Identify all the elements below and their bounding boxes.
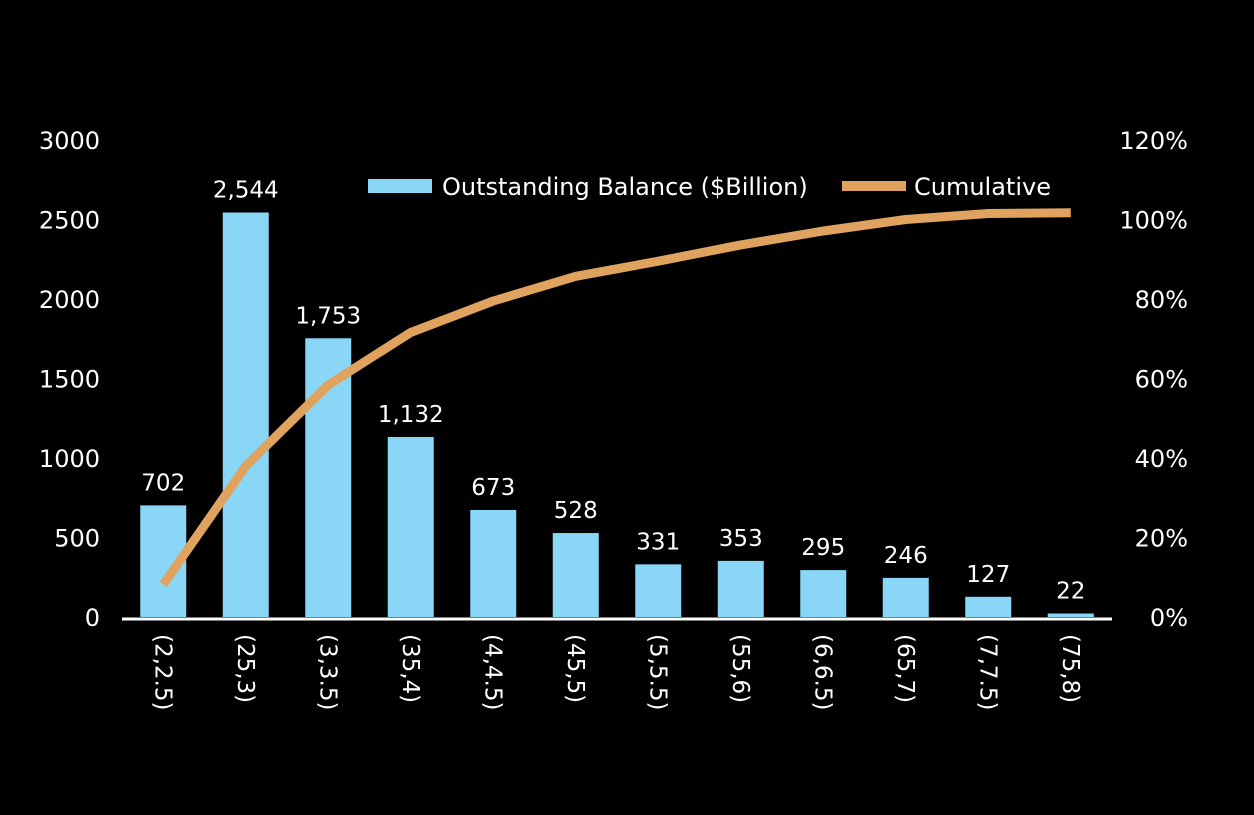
bar-data-label: 702: [141, 470, 185, 496]
legend-swatch-cumulative: [842, 181, 906, 191]
bar-data-label: 673: [471, 475, 515, 501]
y2-tick-label: 120%: [1119, 127, 1188, 155]
x-category-label: (75,8): [1057, 634, 1083, 703]
bar-data-labels: 702 2,544 1,753 1,132 673 528 331 353 295 246 127 2…: [141, 178, 1085, 605]
bar-data-label: 2,544: [213, 178, 279, 204]
bar-data-label: 528: [554, 498, 598, 524]
bar-data-label: 295: [801, 535, 845, 561]
x-category-label: (6,6.5): [809, 634, 835, 710]
bar: [717, 560, 764, 617]
x-category-label: (25,3): [232, 634, 258, 703]
bar-data-label: 246: [884, 543, 928, 569]
bar: [882, 577, 929, 617]
x-category-label: (5,5.5): [644, 634, 670, 710]
x-category-label: (4,4.5): [479, 634, 505, 710]
y2-tick-label: 100%: [1119, 207, 1188, 235]
cumulative-line: [159, 208, 1071, 587]
x-category-label: (7,7.5): [974, 634, 1000, 710]
y-tick-label: 1000: [39, 445, 100, 473]
bar: [965, 596, 1012, 617]
right-axis: 0% 20% 40% 60% 80% 100% 120%: [1119, 127, 1188, 632]
y-tick-label: 2500: [39, 207, 100, 235]
bar: [387, 437, 434, 617]
y-tick-label: 500: [54, 525, 100, 553]
bar-data-label: 1,132: [378, 402, 444, 428]
y-tick-label: 0: [85, 604, 100, 632]
y2-tick-label: 80%: [1135, 286, 1188, 314]
bar-data-label: 353: [719, 526, 763, 552]
legend-swatch-balance: [368, 179, 432, 193]
y-tick-label: 3000: [39, 127, 100, 155]
x-category-label: (2,2.5): [149, 634, 175, 710]
x-category-label: (55,6): [727, 634, 753, 703]
x-category-label: (35,4): [397, 634, 423, 703]
legend-label-cumulative: Cumulative: [914, 173, 1051, 201]
bar: [800, 570, 847, 617]
bar-data-label: 22: [1056, 579, 1085, 605]
legend-label-balance: Outstanding Balance ($Billion): [442, 173, 808, 201]
legend: Outstanding Balance ($Billion) Cumulativ…: [368, 173, 1051, 201]
bar-data-label: 1,753: [295, 303, 361, 329]
y2-tick-label: 60%: [1135, 366, 1188, 394]
y2-tick-label: 20%: [1135, 525, 1188, 553]
bar: [470, 509, 517, 617]
x-category-label: (65,7): [892, 634, 918, 703]
bar-data-label: 331: [636, 529, 680, 555]
bar-series: [140, 212, 1094, 617]
y2-tick-label: 0%: [1150, 604, 1188, 632]
category-axis: (2,2.5) (25,3) (3,3.5) (35,4) (4,4.5) (45,5) (…: [149, 634, 1083, 710]
bar: [635, 564, 682, 617]
x-category-label: (3,3.5): [314, 634, 340, 710]
bar: [552, 533, 599, 617]
bar-data-label: 127: [966, 562, 1010, 588]
y2-tick-label: 40%: [1135, 445, 1188, 473]
y-tick-label: 2000: [39, 286, 100, 314]
bar: [222, 212, 269, 617]
x-category-label: (45,5): [562, 634, 588, 703]
y-tick-label: 1500: [39, 366, 100, 394]
bar: [1047, 613, 1094, 617]
left-axis: 0 500 1000 1500 2000 2500 3000: [39, 127, 100, 632]
